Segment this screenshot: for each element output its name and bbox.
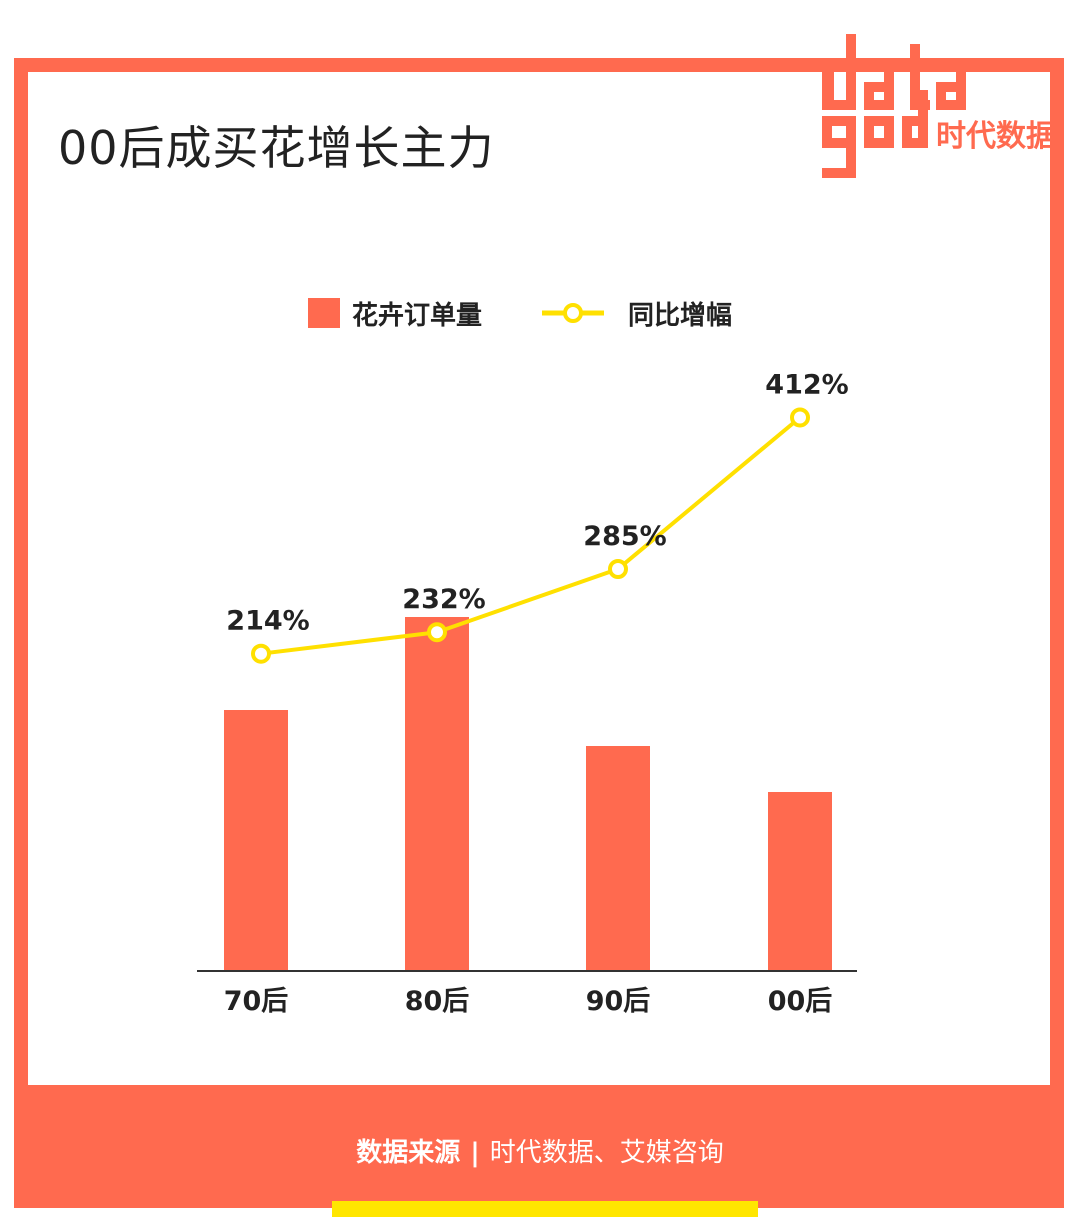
growth-data-label: 214%	[226, 606, 309, 637]
growth-point	[251, 643, 271, 664]
bar-1	[224, 710, 288, 970]
bar-2	[405, 617, 469, 970]
legend: 花卉订单量 同比增幅	[308, 298, 732, 331]
bar-4	[768, 792, 832, 970]
legend-bar-label: 花卉订单量	[352, 301, 482, 331]
source-separator: |	[470, 1138, 480, 1168]
logo-cn-text: 时代数据	[936, 119, 1056, 154]
growth-data-label: 285%	[583, 521, 666, 552]
footer-accent-bar	[332, 1201, 758, 1217]
legend-line-marker	[563, 303, 583, 323]
bar-3	[586, 746, 650, 970]
growth-line	[260, 415, 802, 656]
page-title: 00后成买花增长主力	[58, 121, 495, 175]
datagod-logo: 时代数据	[822, 34, 1056, 178]
source-note: 数据来源 | 时代数据、艾媒咨询	[0, 1132, 1080, 1169]
growth-data-label: 232%	[402, 584, 485, 615]
growth-data-label: 412%	[765, 369, 848, 400]
source-label: 数据来源	[356, 1138, 461, 1168]
legend-line-label: 同比增幅	[628, 300, 732, 331]
x-tick-label: 90后	[586, 986, 651, 1017]
growth-point	[427, 622, 447, 643]
legend-bar-swatch	[308, 298, 340, 328]
x-tick-label: 00后	[768, 986, 833, 1017]
x-tick-label: 80后	[405, 986, 470, 1017]
growth-point	[608, 558, 628, 579]
x-tick-label: 70后	[224, 986, 289, 1017]
growth-point	[790, 407, 810, 428]
source-text: 时代数据、艾媒咨询	[489, 1138, 724, 1168]
chart-panel	[28, 72, 1050, 1085]
